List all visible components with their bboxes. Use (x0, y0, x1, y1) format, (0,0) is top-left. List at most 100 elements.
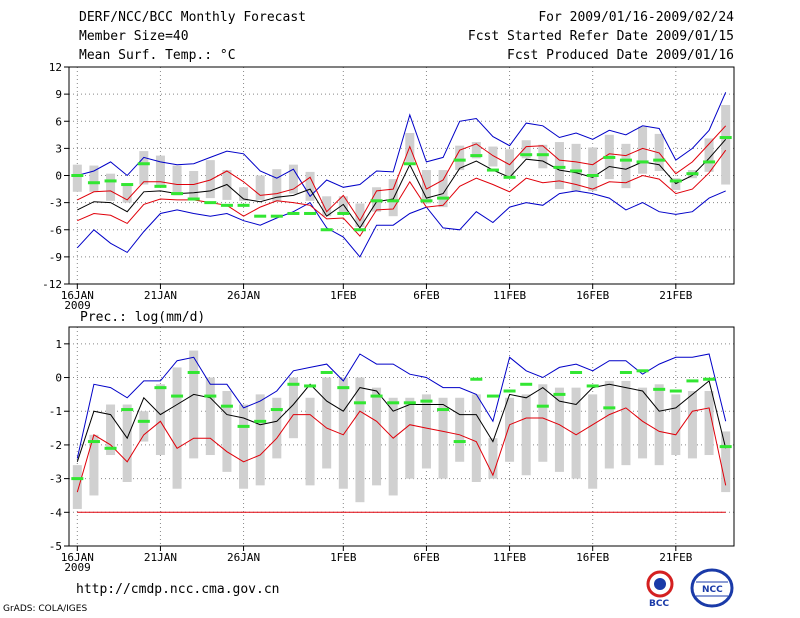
temp-ensemble-box (338, 196, 348, 215)
prec-obs-marker (71, 477, 84, 481)
temp-ensemble-box (205, 160, 215, 199)
prec-obs-marker (353, 401, 366, 405)
temp-obs-marker (619, 158, 632, 162)
member-size-label: Member Size=40 (79, 29, 189, 44)
temp-ensemble-box (438, 170, 448, 208)
prec-line-mean (76, 380, 727, 462)
prec-obs-marker (270, 408, 283, 412)
temp-ytick-label: -12 (42, 278, 62, 291)
temp-obs-marker (121, 183, 134, 187)
prec-obs-marker (486, 394, 499, 398)
temp-ensemble-box (505, 149, 515, 177)
prec-ensemble-box (471, 394, 481, 482)
prec-ytick-label: -2 (49, 439, 62, 452)
temp-ensemble-box (388, 179, 398, 217)
temp-ensemble-box (588, 147, 598, 191)
temp-xtick-label: 21FEB (659, 289, 692, 302)
temp-obs-marker (204, 201, 217, 205)
temp-ytick-label: 6 (55, 115, 62, 128)
prec-obs-marker (653, 387, 666, 391)
prec-ensemble-box (222, 391, 232, 472)
prec-ensemble-box (122, 404, 132, 482)
temp-obs-marker (387, 199, 400, 203)
prec-ensemble-box (571, 387, 581, 479)
prec-obs-marker (703, 377, 716, 381)
prec-ensemble-box (521, 394, 531, 476)
prec-obs-marker (719, 445, 732, 449)
prec-xtick-label: 1FEB (330, 551, 357, 564)
prec-ensemble-box (505, 397, 515, 462)
prec-obs-marker (304, 384, 317, 388)
prec-xtick-label: 21JAN (144, 551, 177, 564)
temp-obs-marker (536, 153, 549, 157)
prec-obs-marker (254, 419, 267, 423)
prec-obs-marker (686, 379, 699, 383)
prec-ytick-label: -1 (49, 405, 62, 418)
prec-ensemble-box (239, 404, 249, 489)
temp-ensemble-box (305, 171, 315, 201)
temp-obs-marker (603, 155, 616, 159)
temp-ensemble-box (721, 104, 731, 185)
prec-xtick-label: 26JAN (227, 551, 260, 564)
prec-obs-marker (669, 389, 682, 393)
prec-obs-marker (603, 406, 616, 410)
temp-obs-marker (420, 199, 433, 203)
prec-obs-marker (553, 392, 566, 396)
prec-ensemble-box (704, 391, 714, 456)
temp-ytick-label: -6 (49, 224, 62, 237)
bcc-logo: BCC (640, 568, 680, 609)
temp-obs-marker (570, 169, 583, 173)
prec-obs-marker (220, 404, 233, 408)
prec-obs-marker (536, 404, 549, 408)
prec-ensemble-box (438, 397, 448, 479)
temp-ensemble-box (106, 173, 116, 201)
prec-ensemble-box (721, 431, 731, 493)
prec-obs-marker (171, 394, 184, 398)
temp-xtick-label: 11FEB (493, 289, 526, 302)
temp-obs-marker (304, 211, 317, 215)
prec-obs-marker (204, 394, 217, 398)
temp-ensemble-box (521, 140, 531, 159)
source-url[interactable]: http://cmdp.ncc.cma.gov.cn (76, 582, 280, 597)
temp-xtick-label: 6FEB (413, 289, 440, 302)
temp-obs-marker (137, 162, 150, 166)
temp-xtick-year: 2009 (64, 299, 91, 312)
temp-ensemble-box (355, 203, 365, 228)
temp-ensemble-box (554, 142, 564, 190)
temp-ytick-label: 12 (49, 61, 62, 74)
prec-xtick-label: 6FEB (413, 551, 440, 564)
prec-obs-marker (387, 401, 400, 405)
temp-obs-marker (370, 199, 383, 203)
temp-ensemble-box (139, 151, 149, 185)
prec-obs-marker (453, 440, 466, 444)
temp-ensemble-box (704, 138, 714, 172)
temp-ensemble-box (122, 183, 132, 203)
temp-obs-marker (719, 136, 732, 140)
temp-obs-marker (553, 165, 566, 169)
temp-obs-marker (104, 179, 117, 183)
temp-obs-marker (520, 153, 533, 157)
temp-xtick-label: 1FEB (330, 289, 357, 302)
prec-ensemble-box (405, 397, 415, 479)
grads-credit: GrADS: COLA/IGES (3, 604, 88, 614)
prec-ensemble-box (621, 380, 631, 466)
temp-obs-marker (503, 175, 516, 179)
prec-ensemble-box (106, 404, 116, 456)
prec-ensemble-box (305, 397, 315, 486)
prec-ensemble-box (338, 377, 348, 489)
prec-ensemble-box (272, 397, 282, 459)
prec-ensemble-box (255, 394, 265, 486)
prec-ensemble-box (671, 394, 681, 456)
prec-xtick-label: 21FEB (659, 551, 692, 564)
prec-ensemble-box (388, 397, 398, 496)
temp-ytick-label: -9 (49, 251, 62, 264)
prec-obs-marker (520, 382, 533, 386)
prec-ensemble-box (355, 377, 365, 503)
forecast-produced-date: Fcst Produced Date 2009/01/16 (507, 48, 734, 63)
prec-ytick-label: -5 (49, 540, 62, 553)
temp-line-upper (77, 125, 727, 222)
prec-obs-marker (104, 446, 117, 450)
temp-obs-marker (453, 158, 466, 162)
